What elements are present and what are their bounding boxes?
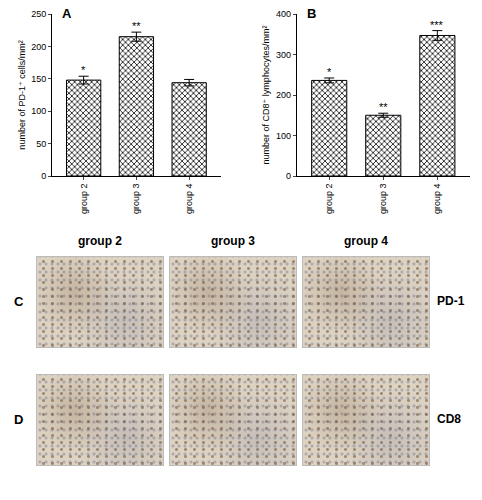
svg-text:50: 50 — [36, 139, 46, 149]
svg-text:150: 150 — [31, 74, 46, 84]
html-text:group 4: group 4 — [344, 234, 388, 248]
svg-text:0: 0 — [286, 171, 291, 181]
html-text:C: C — [14, 294, 24, 309]
svg-text:*: * — [327, 66, 332, 78]
html-text:group 2: group 2 — [78, 234, 122, 248]
svg-text:group 4: group 4 — [432, 184, 442, 215]
svg-text:***: *** — [430, 19, 444, 31]
html-text:PD-1: PD-1 — [437, 294, 465, 308]
svg-text:100: 100 — [276, 131, 291, 141]
svg-text:0: 0 — [41, 171, 46, 181]
svg-text:group 3: group 3 — [131, 184, 141, 215]
html-text:D: D — [14, 412, 24, 427]
svg-text:300: 300 — [276, 50, 291, 60]
svg-text:200: 200 — [31, 42, 46, 52]
svg-text:A: A — [62, 6, 72, 21]
svg-text:group 2: group 2 — [79, 184, 89, 215]
svg-text:250: 250 — [31, 9, 46, 19]
svg-text:group 4: group 4 — [184, 184, 194, 215]
svg-text:group 2: group 2 — [324, 184, 334, 215]
svg-text:B: B — [307, 6, 316, 21]
svg-text:200: 200 — [276, 90, 291, 100]
svg-text:number of CD8⁺ lymphocytes/mm²: number of CD8⁺ lymphocytes/mm² — [261, 26, 271, 165]
html-text:CD8: CD8 — [437, 412, 461, 426]
html-text:group 3: group 3 — [211, 234, 255, 248]
svg-text:number of PD-1⁺ cells/mm²: number of PD-1⁺ cells/mm² — [17, 40, 27, 149]
svg-text:**: ** — [379, 101, 388, 113]
svg-text:*: * — [81, 64, 86, 76]
svg-text:group 3: group 3 — [378, 184, 388, 215]
svg-text:100: 100 — [31, 106, 46, 116]
svg-text:400: 400 — [276, 9, 291, 19]
svg-text:**: ** — [132, 20, 141, 32]
